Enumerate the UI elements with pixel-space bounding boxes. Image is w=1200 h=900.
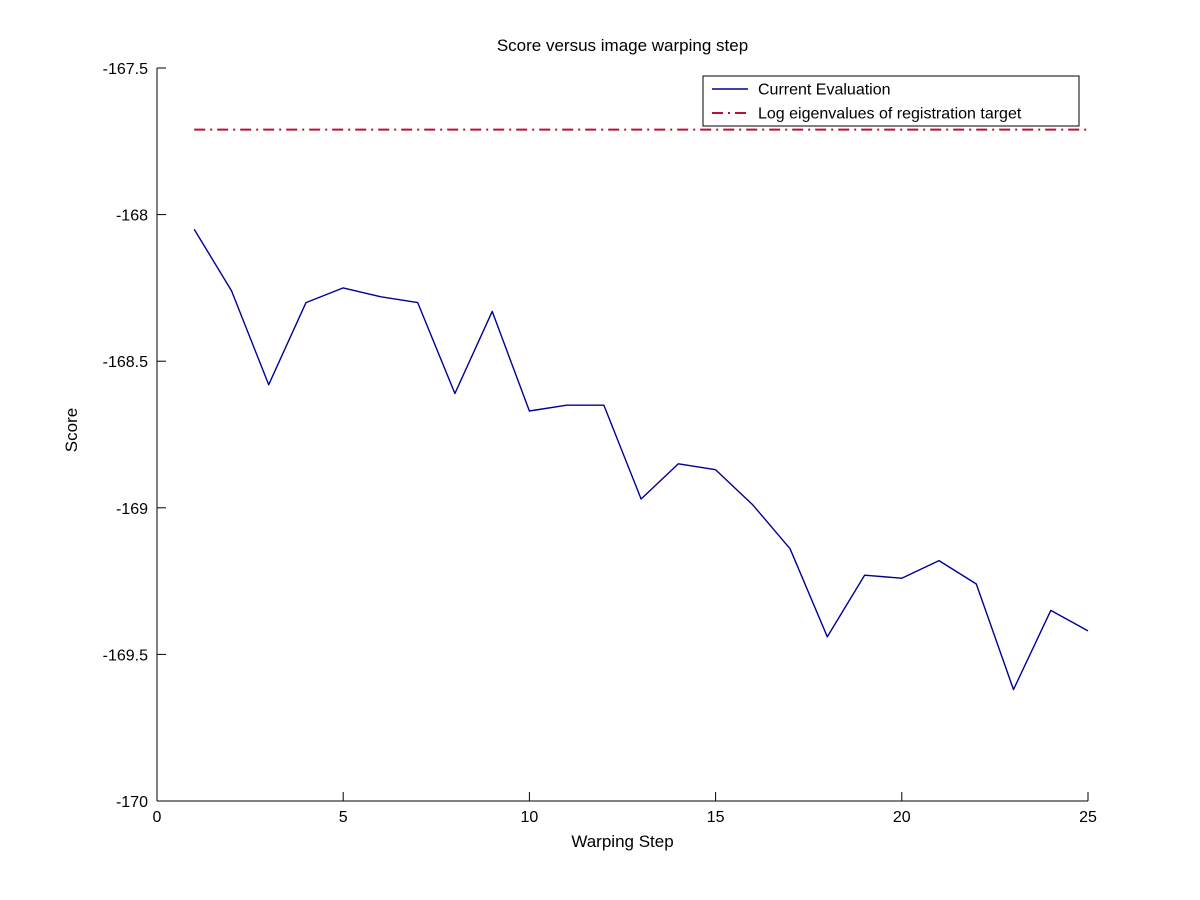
y-axis-label: Score [62, 407, 81, 453]
chart-title: Score versus image warping step [496, 36, 749, 55]
x-tick-label: 20 [893, 809, 911, 826]
y-tick-label: -169.5 [103, 647, 148, 664]
x-tick-label: 5 [339, 809, 348, 826]
legend-box [702, 75, 1080, 127]
legend-entry-label: Log eigenvalues of registration target [758, 106, 1022, 123]
x-tick-label: 25 [1079, 809, 1097, 826]
x-tick-label: 15 [707, 809, 725, 826]
y-tick-label: -170 [116, 794, 148, 811]
series-line-current-evaluation [193, 228, 1089, 691]
y-tick-label: -168 [116, 208, 148, 225]
legend-entry-label: Current Evaluation [758, 82, 891, 99]
y-tick-label: -168.5 [103, 354, 148, 371]
y-tick-label: -167.5 [103, 61, 148, 78]
x-tick-label: 0 [153, 809, 162, 826]
x-axis-label: Warping Step [571, 832, 674, 851]
y-tick-label: -169 [116, 501, 148, 518]
x-tick-label: 10 [521, 809, 539, 826]
